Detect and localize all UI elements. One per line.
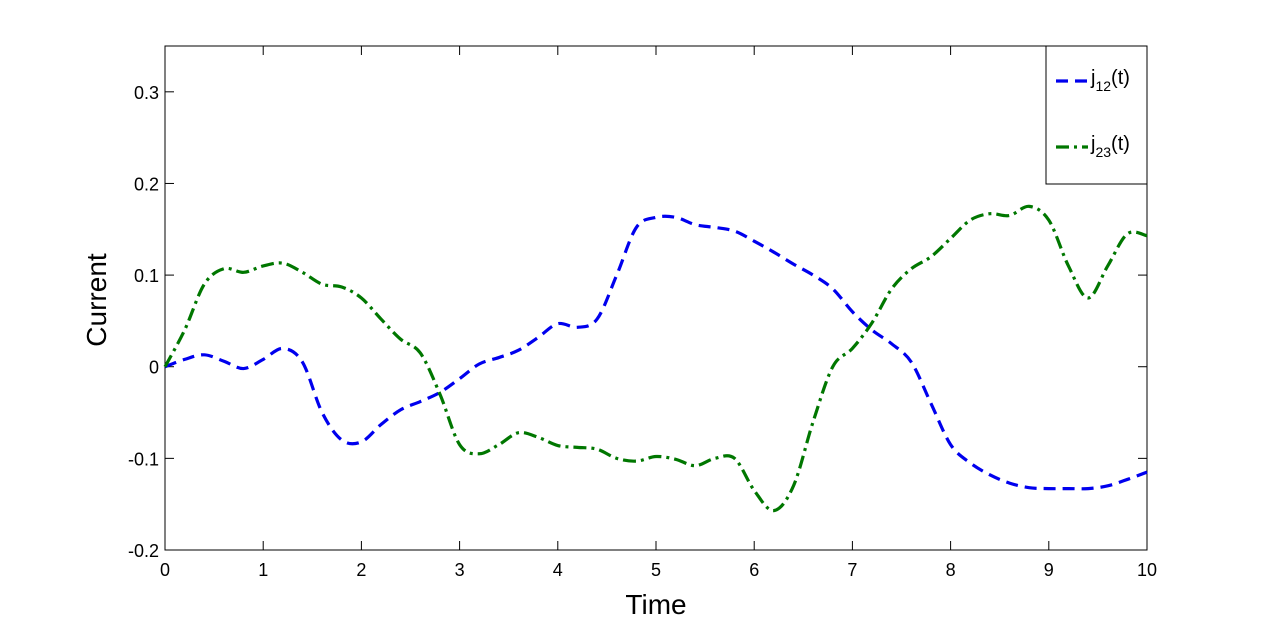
legend-label-suffix: (t) xyxy=(1111,67,1130,89)
x-tick-label: 3 xyxy=(455,560,465,580)
x-tick-label: 6 xyxy=(749,560,759,580)
legend-box xyxy=(1045,45,1148,185)
y-tick-label: 0.3 xyxy=(134,83,159,103)
x-tick-label: 0 xyxy=(160,560,170,580)
x-tick-label: 4 xyxy=(553,560,563,580)
y-tick-label: -0.2 xyxy=(128,541,159,561)
x-axis-title: Time xyxy=(625,589,686,619)
x-tick-label: 8 xyxy=(946,560,956,580)
legend-label-main: j xyxy=(1090,67,1095,89)
plot-area xyxy=(164,45,1148,551)
y-tick-label: -0.1 xyxy=(128,449,159,469)
x-tick-label: 10 xyxy=(1137,560,1157,580)
legend-label-subscript: 12 xyxy=(1095,78,1111,94)
y-axis-title: Current xyxy=(81,253,112,347)
x-tick-label: 9 xyxy=(1044,560,1054,580)
y-tick-label: 0.1 xyxy=(134,266,159,286)
legend-label-1: j12(t) xyxy=(1090,67,1130,94)
series-line-1 xyxy=(164,214,1148,491)
series-lines xyxy=(163,204,1148,513)
legend-label-2: j23(t) xyxy=(1090,133,1130,160)
x-tick-label: 2 xyxy=(356,560,366,580)
x-tick-label: 1 xyxy=(258,560,268,580)
x-tick-label: 7 xyxy=(847,560,857,580)
legend-label-subscript: 23 xyxy=(1095,144,1111,160)
legend: j12(t)j23(t) xyxy=(1045,45,1148,185)
legend-label-main: j xyxy=(1090,133,1095,155)
legend-label-suffix: (t) xyxy=(1111,133,1130,155)
y-tick-label: 0 xyxy=(149,358,159,378)
series-line-2 xyxy=(163,204,1148,513)
x-tick-label: 5 xyxy=(651,560,661,580)
y-tick-label: 0.2 xyxy=(134,174,159,194)
